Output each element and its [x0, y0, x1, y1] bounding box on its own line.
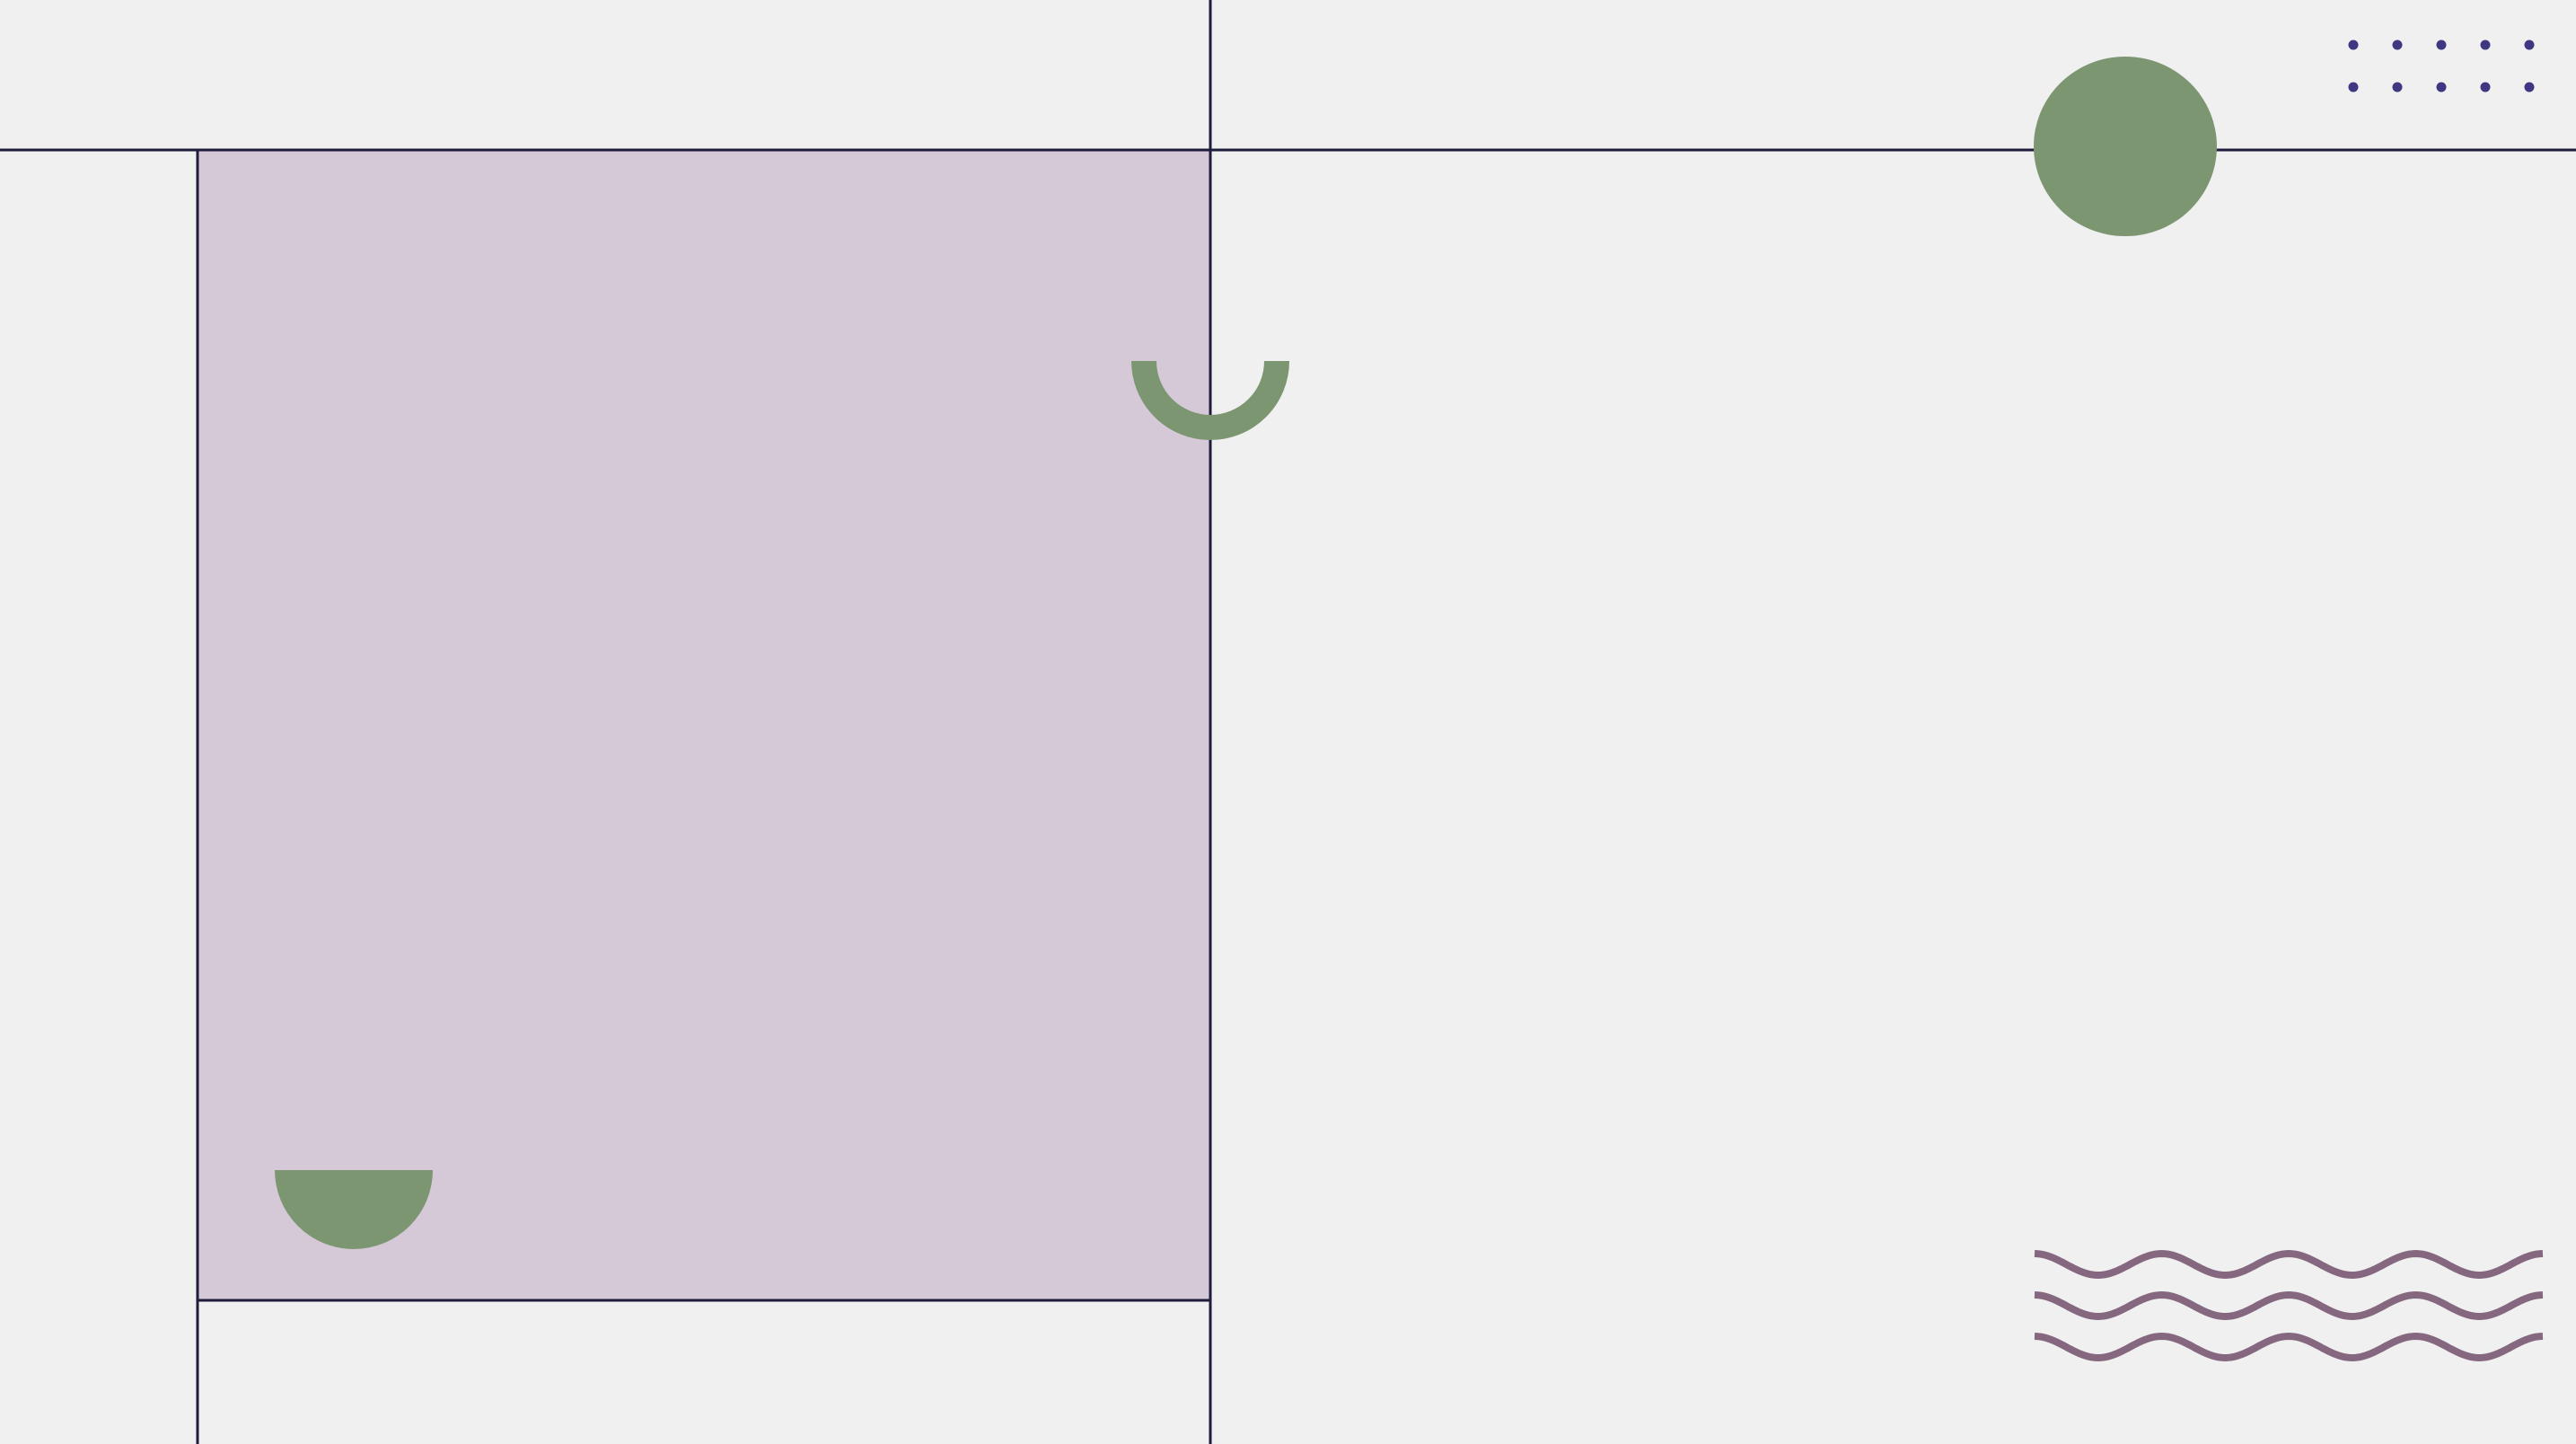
dot	[2392, 40, 2403, 50]
dot	[2436, 82, 2447, 92]
green-circle-shape	[2034, 57, 2217, 236]
dot	[2524, 82, 2535, 92]
dot	[2524, 40, 2535, 50]
dot	[2436, 40, 2447, 50]
dot	[2480, 40, 2491, 50]
wavy-line	[2034, 1290, 2544, 1321]
wavy-lines	[2034, 1249, 2544, 1362]
dot	[2480, 82, 2491, 92]
dot	[2348, 82, 2359, 92]
wavy-line	[2034, 1332, 2544, 1362]
green-half-disc-shape	[275, 1170, 433, 1249]
dot	[2348, 40, 2359, 50]
dot	[2392, 82, 2403, 92]
lavender-panel	[198, 150, 1210, 1300]
green-semicircle-arc-shape	[1131, 360, 1289, 440]
dot-grid	[2348, 40, 2535, 92]
wavy-line	[2034, 1249, 2544, 1280]
